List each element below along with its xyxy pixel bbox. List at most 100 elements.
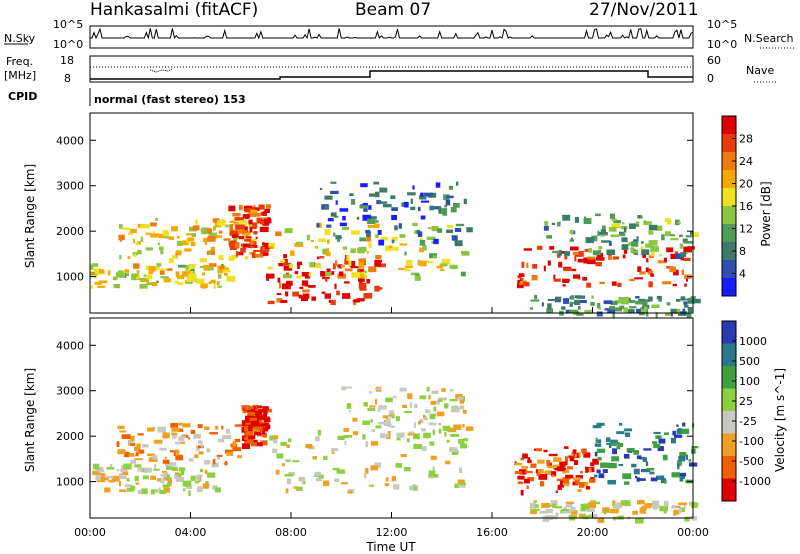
heatmap-cell	[188, 490, 191, 497]
heatmap-cell	[178, 436, 185, 441]
colorbar-tick-label: -500	[739, 455, 764, 468]
heatmap-cell	[265, 204, 271, 209]
heatmap-cell	[418, 206, 421, 212]
heatmap-cell	[157, 426, 166, 433]
heatmap-cell	[446, 229, 454, 233]
heatmap-cell	[595, 437, 598, 443]
heatmap-cell	[171, 467, 178, 472]
heatmap-cell	[683, 298, 690, 301]
heatmap-cell	[379, 187, 388, 193]
heatmap-cell	[253, 204, 256, 208]
colorbar-segment	[722, 188, 736, 207]
noise-left-label: N.Sky	[4, 32, 36, 45]
heatmap-cell	[388, 414, 393, 417]
heatmap-cell	[391, 476, 396, 482]
heatmap-cell	[588, 478, 596, 483]
heatmap-cell	[95, 474, 101, 481]
heatmap-cell	[109, 463, 113, 467]
heatmap-cell	[639, 271, 646, 275]
heatmap-cell	[298, 294, 302, 299]
heatmap-cell	[288, 264, 293, 269]
heatmap-cell	[662, 281, 672, 285]
heatmap-cell	[650, 477, 658, 482]
heatmap-cell	[341, 482, 348, 485]
velocity-y-ticks: 1000 2000 3000 4000	[56, 339, 693, 489]
heatmap-cell	[639, 456, 646, 460]
heatmap-cell	[643, 221, 652, 225]
colorbar-tick-label: 8	[739, 245, 746, 258]
heatmap-cell	[221, 264, 224, 267]
heatmap-cell	[276, 293, 282, 295]
heatmap-cell	[108, 270, 111, 276]
heatmap-cell	[216, 281, 220, 286]
heatmap-cell	[586, 508, 595, 512]
heatmap-cell	[419, 260, 427, 267]
heatmap-cell	[390, 425, 395, 428]
heatmap-cell	[574, 216, 579, 223]
heatmap-cell	[403, 268, 411, 272]
colorbar-segment	[722, 116, 736, 135]
heatmap-cell	[353, 431, 359, 436]
heatmap-cell	[237, 455, 243, 459]
heatmap-cell	[250, 209, 258, 215]
heatmap-cell	[664, 312, 671, 316]
heatmap-cell	[148, 266, 156, 272]
heatmap-cell	[123, 463, 132, 470]
heatmap-cell	[136, 443, 141, 449]
heatmap-cell	[455, 223, 465, 227]
heatmap-cell	[297, 261, 303, 266]
heatmap-cell	[334, 283, 337, 290]
heatmap-cell	[539, 481, 545, 487]
heatmap-cell	[362, 420, 370, 425]
heatmap-cell	[692, 232, 699, 238]
heatmap-cell	[144, 467, 153, 473]
heatmap-cell	[264, 208, 270, 214]
heatmap-cell	[645, 267, 649, 273]
heatmap-cell	[439, 263, 448, 267]
heatmap-cell	[644, 503, 652, 509]
heatmap-cell	[298, 477, 306, 482]
heatmap-cell	[518, 273, 525, 277]
heatmap-cell	[409, 485, 419, 491]
heatmap-cell	[657, 260, 664, 263]
heatmap-cell	[449, 264, 458, 270]
heatmap-cell	[327, 239, 330, 244]
heatmap-cell	[590, 302, 595, 306]
heatmap-cell	[451, 235, 458, 241]
heatmap-cell	[517, 475, 525, 480]
heatmap-cell	[608, 463, 617, 469]
heatmap-cell	[283, 259, 288, 264]
heatmap-cell	[569, 301, 575, 304]
colorbar-tick-label: 28	[739, 133, 753, 146]
heatmap-cell	[375, 191, 380, 198]
heatmap-cell	[167, 474, 170, 480]
heatmap-cell	[203, 483, 209, 489]
heatmap-cell	[587, 502, 597, 508]
heatmap-cell	[558, 261, 563, 268]
heatmap-cell	[128, 440, 135, 447]
heatmap-cell	[116, 469, 120, 472]
heatmap-cell	[678, 502, 688, 506]
heatmap-cell	[680, 252, 687, 257]
heatmap-cell	[136, 270, 140, 274]
heatmap-cell	[177, 282, 184, 285]
heatmap-cell	[362, 214, 371, 221]
heatmap-cell	[202, 272, 206, 276]
heatmap-cell	[432, 255, 437, 258]
heatmap-cell	[246, 439, 254, 444]
heatmap-cell	[578, 306, 581, 310]
heatmap-cell	[347, 490, 353, 494]
heatmap-cell	[128, 453, 135, 457]
heatmap-cell	[653, 431, 661, 435]
heatmap-cell	[656, 475, 664, 480]
heatmap-cell	[369, 216, 377, 220]
heatmap-cell	[442, 213, 447, 216]
heatmap-cell	[96, 479, 106, 483]
heatmap-cell	[244, 405, 251, 410]
heatmap-cell	[520, 489, 524, 496]
heatmap-cell	[670, 311, 673, 317]
heatmap-cell	[332, 467, 340, 471]
heatmap-cell	[657, 446, 664, 451]
heatmap-cell	[441, 258, 451, 265]
heatmap-cell	[375, 425, 382, 429]
